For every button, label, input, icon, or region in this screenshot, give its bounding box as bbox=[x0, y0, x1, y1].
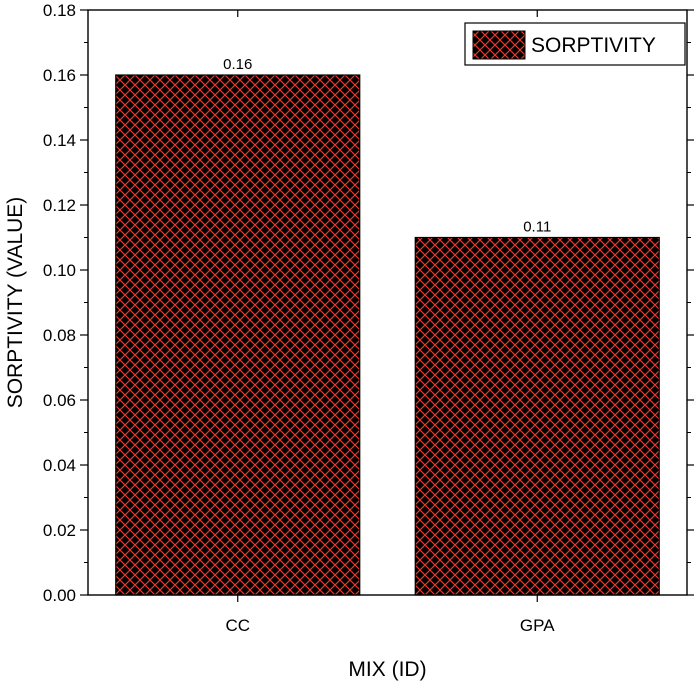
data-label-gpa: 0.11 bbox=[523, 219, 551, 236]
x-tick-label-gpa: GPA bbox=[520, 616, 555, 635]
data-label-cc: 0.16 bbox=[223, 56, 252, 73]
legend-swatch bbox=[472, 30, 526, 60]
y-tick-label: 0.04 bbox=[43, 456, 76, 475]
bar-gpa bbox=[414, 236, 660, 596]
y-tick-label: 0.16 bbox=[43, 66, 76, 85]
y-tick-label: 0.14 bbox=[43, 131, 76, 150]
x-tick-label-cc: CC bbox=[225, 616, 250, 635]
y-tick-label: 0.12 bbox=[43, 196, 76, 215]
y-tick-label: 0.18 bbox=[43, 1, 76, 20]
bar-cc bbox=[115, 74, 361, 596]
y-axis-title: SORPTIVITY (VALUE) bbox=[4, 197, 27, 409]
x-axis-title: MIX (ID) bbox=[348, 658, 426, 681]
y-tick-label: 0.10 bbox=[43, 261, 76, 280]
bars-layer bbox=[115, 74, 660, 596]
legend-label: SORPTIVITY bbox=[531, 34, 656, 57]
y-tick-label: 0.00 bbox=[43, 586, 76, 605]
labels-layer: 0.16 CC 0.11 GPA 0.00 0.02 0.04 0.06 0.08 0.10 0.1… bbox=[4, 1, 555, 681]
y-tick-label: 0.08 bbox=[43, 326, 76, 345]
y-tick-label: 0.06 bbox=[43, 391, 76, 410]
legend: SORPTIVITY bbox=[464, 22, 686, 66]
y-tick-label: 0.02 bbox=[43, 521, 76, 540]
axes-layer bbox=[80, 9, 694, 602]
